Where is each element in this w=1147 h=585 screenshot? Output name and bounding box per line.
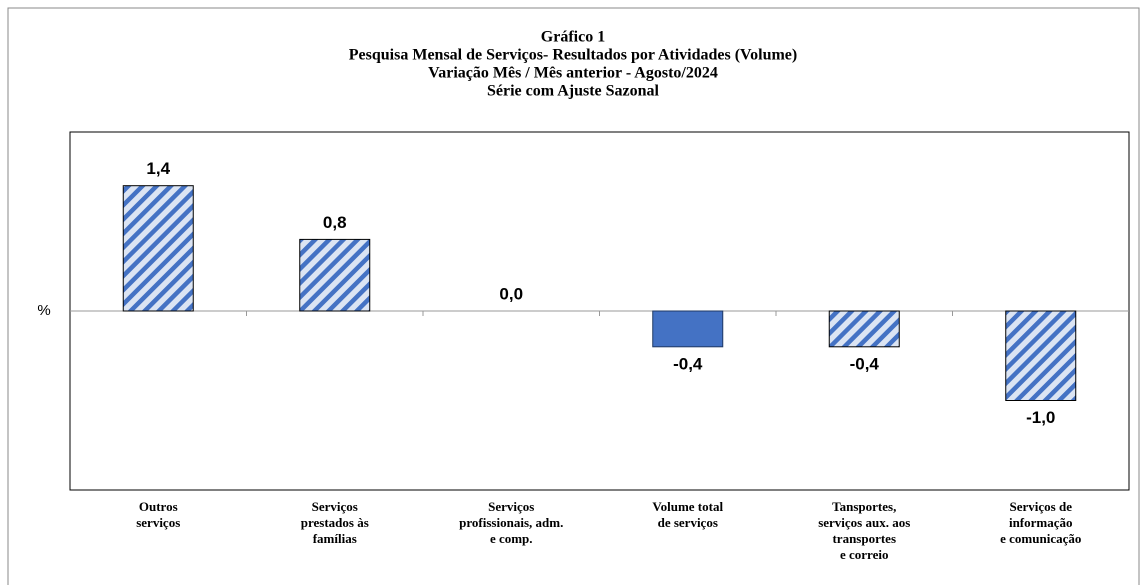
value-label: -1,0 (1026, 408, 1055, 427)
chart-title: Pesquisa Mensal de Serviços- Resultados … (349, 47, 797, 64)
bar (1005, 310, 1077, 401)
x-tick-label: famílias (313, 531, 357, 546)
chart-title: Variação Mês / Mês anterior - Agosto/202… (428, 65, 718, 82)
bar (122, 185, 194, 312)
x-tick-label: transportes (832, 531, 896, 546)
value-label: -0,4 (850, 354, 880, 373)
bar (828, 310, 900, 348)
bar (652, 310, 724, 348)
x-tick-label: Serviços de (1010, 499, 1073, 514)
x-tick-label: Outros (139, 499, 178, 514)
x-tick-label: Serviços (312, 499, 358, 514)
value-label: 1,4 (146, 159, 170, 178)
chart-title: Gráfico 1 (541, 29, 605, 46)
x-tick-label: serviços aux. aos (818, 515, 910, 530)
x-tick-label: e correio (840, 547, 888, 562)
x-tick-label: Volume total (652, 499, 723, 514)
value-label: 0,0 (499, 284, 523, 303)
x-tick-label: prestados às (301, 515, 369, 530)
chart-border (7, 7, 1140, 585)
bar (299, 238, 371, 312)
x-tick-label: Serviços (488, 499, 534, 514)
y-axis-label: % (37, 302, 50, 319)
x-tick-label: e comunicação (1000, 531, 1081, 546)
x-tick-label: de serviços (658, 515, 718, 530)
chart-title: Série com Ajuste Sazonal (487, 83, 660, 100)
value-label: -0,4 (673, 354, 703, 373)
x-tick-label: informação (1009, 515, 1073, 530)
x-tick-label: profissionais, adm. (459, 515, 563, 530)
x-tick-label: e comp. (490, 531, 533, 546)
x-tick-label: serviços (136, 515, 180, 530)
x-tick-label: Tansportes, (832, 499, 896, 514)
value-label: 0,8 (323, 213, 347, 232)
